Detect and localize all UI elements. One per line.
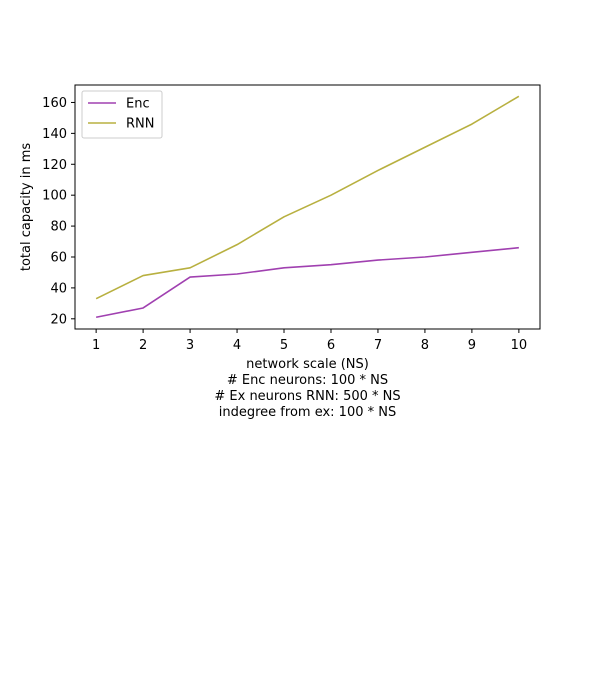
series-line-rnn: [95, 95, 520, 300]
x-tick-label: 9: [468, 338, 476, 353]
y-tick-label: 120: [42, 158, 67, 173]
legend-label-enc: Enc: [126, 97, 150, 112]
x-tick-label: 4: [233, 338, 241, 353]
y-tick-label: 40: [50, 281, 67, 296]
x-tick-label: 3: [186, 338, 194, 353]
x-axis-label-block: network scale (NS) # Enc neurons: 100 * …: [75, 357, 540, 421]
x-tick-label: 5: [280, 338, 288, 353]
y-tick-label: 100: [42, 189, 67, 204]
x-axis-note-ex-neurons: # Ex neurons RNN: 500 * NS: [214, 389, 401, 404]
x-tick-label: 8: [421, 338, 429, 353]
y-tick-label: 20: [50, 312, 67, 327]
legend-label-rnn: RNN: [126, 117, 154, 132]
series-line-enc: [95, 246, 519, 319]
y-tick-label: 160: [42, 96, 67, 111]
x-axis-note-indegree: indegree from ex: 100 * NS: [218, 405, 397, 420]
y-tick-label: 140: [42, 127, 67, 142]
x-tick-label: 10: [511, 338, 528, 353]
x-tick-label: 2: [139, 338, 147, 353]
x-tick-label: 6: [327, 338, 335, 353]
y-tick-label: 60: [50, 250, 67, 265]
y-axis-label: total capacity in ms: [19, 143, 34, 272]
x-axis-label: network scale (NS): [246, 357, 369, 372]
y-tick-label: 80: [50, 220, 67, 235]
x-axis-note-enc-neurons: # Enc neurons: 100 * NS: [226, 373, 389, 388]
x-tick-label: 7: [374, 338, 382, 353]
x-tick-label: 1: [92, 338, 100, 353]
plot-frame: [74, 84, 541, 330]
